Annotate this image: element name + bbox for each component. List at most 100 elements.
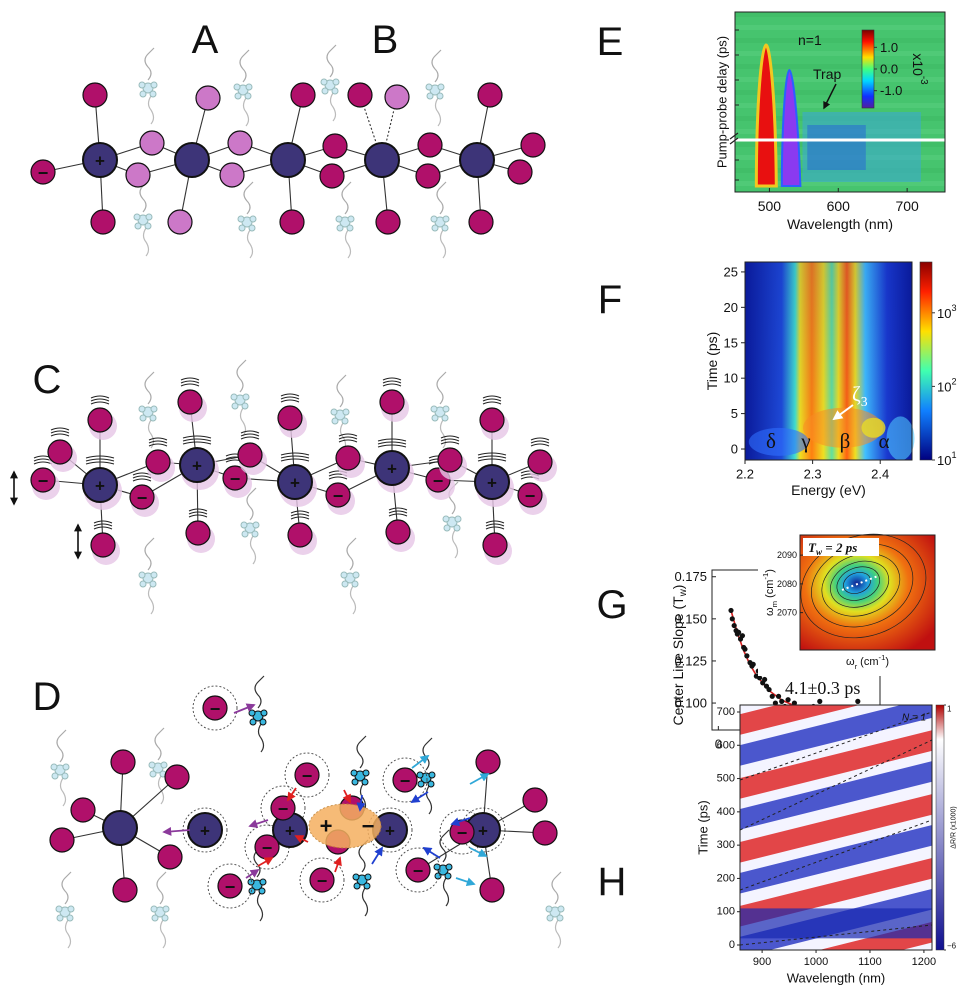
ligand-atom bbox=[241, 530, 249, 538]
ligand-tail bbox=[329, 92, 337, 122]
ligand-tail bbox=[147, 585, 155, 615]
ligand-atom bbox=[546, 914, 554, 922]
ligand-tail bbox=[434, 97, 442, 127]
ligand bbox=[433, 829, 453, 907]
fit-annotation: 4.1±0.3 ps bbox=[785, 678, 860, 698]
inset-x-label-part: ω bbox=[846, 656, 855, 668]
arrow bbox=[411, 754, 430, 769]
arrow bbox=[233, 703, 256, 714]
ligand-atom bbox=[66, 914, 74, 922]
panel-label: A bbox=[192, 18, 219, 62]
vibration-arc bbox=[90, 395, 110, 399]
y-tick-label: 0.100 bbox=[674, 696, 707, 711]
atom bbox=[290, 82, 316, 108]
ligand bbox=[148, 727, 168, 805]
ligand-tail bbox=[344, 229, 352, 259]
atom bbox=[219, 162, 245, 188]
ligand-atom bbox=[50, 763, 58, 771]
vibration-arc bbox=[93, 523, 113, 527]
charge-sign: − bbox=[317, 871, 328, 891]
vibration-arc bbox=[440, 441, 460, 445]
data-point bbox=[742, 646, 748, 652]
ligand-chain bbox=[144, 371, 155, 405]
vibration-arc bbox=[85, 455, 115, 459]
ligand-atom bbox=[62, 763, 70, 771]
ligand-tail bbox=[439, 419, 447, 449]
x-tick-label: 2.3 bbox=[804, 467, 822, 482]
vibration-arc bbox=[338, 439, 358, 443]
ligand-atom bbox=[149, 770, 157, 778]
atom bbox=[30, 159, 56, 185]
x-tick-label: 700 bbox=[895, 198, 919, 214]
ligand-atom bbox=[445, 863, 453, 871]
ligand-atom bbox=[245, 83, 253, 91]
ligand-atom bbox=[134, 222, 142, 230]
data-point bbox=[855, 698, 861, 704]
y-tick-label: 0.175 bbox=[674, 569, 707, 584]
vibration-arc bbox=[240, 436, 260, 440]
vibration-arc bbox=[148, 443, 168, 447]
panel-label: H bbox=[598, 860, 627, 904]
inset-x-label-part: ) bbox=[885, 656, 889, 668]
heatmap-noise bbox=[735, 51, 945, 56]
ligand bbox=[240, 487, 260, 565]
ligand-atom bbox=[362, 769, 370, 777]
colorbar bbox=[919, 261, 933, 461]
atom bbox=[479, 407, 505, 433]
colorbar bbox=[861, 29, 875, 109]
exciton-hole: + bbox=[320, 814, 333, 839]
ligand-atom bbox=[332, 78, 340, 86]
peak-label: ζ3 bbox=[852, 382, 868, 409]
ligand-chain bbox=[56, 729, 67, 763]
ligand bbox=[416, 737, 436, 815]
vibration-arc bbox=[290, 513, 310, 517]
ligand-atom bbox=[231, 402, 239, 410]
solvation-shell bbox=[395, 847, 441, 893]
vibration-arc bbox=[50, 433, 70, 437]
ligand-atom bbox=[330, 408, 338, 416]
atom bbox=[90, 209, 116, 235]
ligand-atom bbox=[441, 414, 449, 422]
ligand-tail bbox=[256, 892, 264, 922]
ligand-atom bbox=[364, 873, 372, 881]
atom bbox=[384, 84, 410, 110]
ligand-atom bbox=[433, 863, 441, 871]
atom bbox=[110, 749, 136, 775]
atom bbox=[195, 85, 221, 111]
y-tick-label: 200 bbox=[717, 872, 735, 884]
vibration-arc bbox=[377, 444, 407, 448]
vibration-arc bbox=[477, 452, 507, 456]
charge-sign: + bbox=[285, 822, 295, 841]
inset-y-label-part: ) bbox=[764, 569, 776, 573]
bleach-red bbox=[754, 43, 778, 188]
atom bbox=[415, 163, 441, 189]
heatmap-noise bbox=[735, 103, 945, 108]
vibration-arc bbox=[482, 401, 502, 405]
y-tick-label: 700 bbox=[717, 706, 735, 718]
atom bbox=[174, 142, 210, 178]
vibration-arc bbox=[188, 514, 208, 518]
colorbar-tick-base: 10 bbox=[937, 453, 951, 468]
atom bbox=[437, 447, 463, 473]
colorbar-unit-exp: -3 bbox=[918, 76, 929, 85]
ligand-atom bbox=[233, 83, 241, 91]
data-point bbox=[731, 622, 737, 629]
ligand-tail bbox=[239, 407, 247, 437]
vibration-arc bbox=[377, 441, 407, 445]
charge-sign: + bbox=[192, 457, 202, 476]
colorbar-tick-base: 10 bbox=[937, 305, 951, 320]
inset-x-label-part: (cm bbox=[857, 656, 878, 668]
vibration-arc bbox=[485, 526, 505, 530]
arrow bbox=[422, 847, 441, 859]
ligand-atom bbox=[545, 905, 553, 913]
panel-e-heatmap bbox=[735, 12, 945, 192]
atom bbox=[125, 162, 151, 188]
atom bbox=[270, 795, 296, 821]
ligand-atom bbox=[248, 887, 256, 895]
ligand-atom bbox=[426, 92, 434, 100]
charge-sign: − bbox=[525, 486, 536, 506]
x-tick-label: 1100 bbox=[858, 956, 882, 968]
ligand-atom bbox=[453, 524, 461, 532]
ligand-atom bbox=[148, 761, 156, 769]
colorbar-tick-label: 101 bbox=[937, 450, 957, 468]
